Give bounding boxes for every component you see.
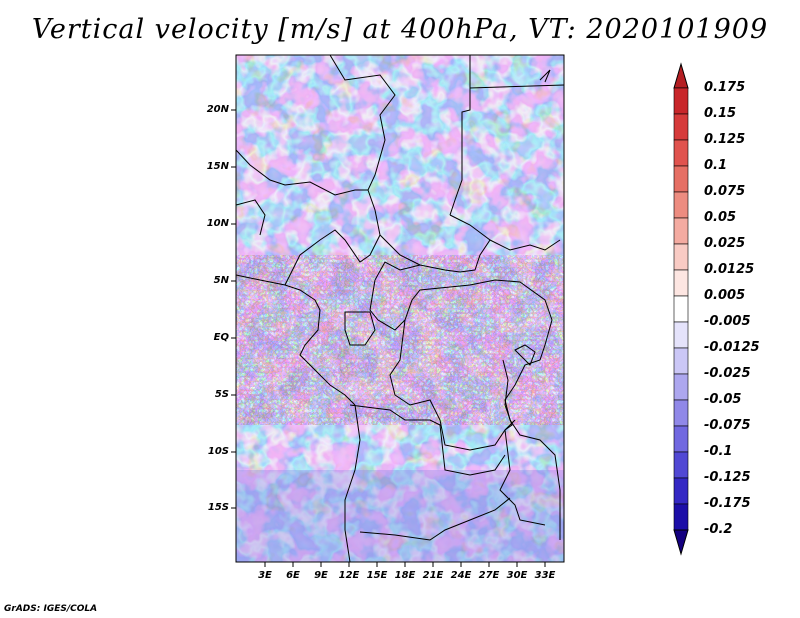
lat-label: 20N <box>206 104 229 115</box>
colorbar-label: -0.125 <box>704 470 751 485</box>
country-borders <box>236 55 564 562</box>
colorbar <box>673 62 689 556</box>
colorbar-bin <box>673 269 689 297</box>
colorbar-bin <box>673 477 689 505</box>
lat-label: 15S <box>207 502 229 513</box>
colorbar-bin <box>673 451 689 479</box>
colorbar-label: 0.1 <box>704 158 728 173</box>
colorbar-bin <box>673 243 689 271</box>
lat-label: 5N <box>213 275 229 286</box>
lat-label: 5S <box>214 389 229 400</box>
map-field <box>236 55 564 562</box>
colorbar-label: 0.175 <box>704 80 746 95</box>
colorbar-bin <box>673 295 689 323</box>
colorbar-bin <box>673 165 689 193</box>
colorbar-label: -0.05 <box>704 392 742 407</box>
colorbar-label: 0.15 <box>704 106 737 121</box>
colorbar-bin <box>673 399 689 427</box>
lon-label: 3E <box>258 570 272 581</box>
axis-ticks <box>231 109 546 567</box>
colorbar-bin <box>673 425 689 453</box>
colorbar-max-arrow <box>673 62 689 89</box>
colorbar-label: -0.2 <box>704 522 733 537</box>
lon-label: 24E <box>450 570 472 581</box>
colorbar-label: -0.1 <box>704 444 733 459</box>
map-frame <box>235 54 565 563</box>
colorbar-label: -0.0125 <box>704 340 760 355</box>
colorbar-bin <box>673 87 689 115</box>
lat-label: EQ <box>213 332 229 343</box>
colorbar-label: 0.075 <box>704 184 746 199</box>
lat-label: 15N <box>206 161 229 172</box>
lon-label: 33E <box>534 570 556 581</box>
colorbar-label: 0.0125 <box>704 262 755 277</box>
colorbar-bin <box>673 217 689 245</box>
lon-label: 27E <box>478 570 500 581</box>
colorbar-bin <box>673 191 689 219</box>
colorbar-min-arrow <box>673 529 689 556</box>
credit-text: GrADS: IGES/COLA <box>4 604 98 614</box>
colorbar-bin <box>673 347 689 375</box>
colorbar-bin <box>673 321 689 349</box>
colorbar-label: 0.005 <box>704 288 746 303</box>
lat-label: 10S <box>207 446 229 457</box>
colorbar-label: 0.05 <box>704 210 737 225</box>
colorbar-label: 0.025 <box>704 236 746 251</box>
colorbar-bin <box>673 503 689 531</box>
lon-label: 30E <box>506 570 528 581</box>
lon-label: 12E <box>338 570 360 581</box>
lon-label: 9E <box>314 570 328 581</box>
lon-label: 18E <box>394 570 416 581</box>
colorbar-bin <box>673 373 689 401</box>
colorbar-bin <box>673 113 689 141</box>
lon-label: 6E <box>286 570 300 581</box>
colorbar-label: -0.175 <box>704 496 751 511</box>
map-title: Vertical velocity [m/s] at 400hPa, VT: 2… <box>31 14 769 45</box>
colorbar-bin <box>673 139 689 167</box>
lon-label: 21E <box>422 570 444 581</box>
colorbar-label: 0.125 <box>704 132 746 147</box>
colorbar-label: -0.025 <box>704 366 751 381</box>
colorbar-label: -0.005 <box>704 314 751 329</box>
lon-label: 15E <box>366 570 388 581</box>
colorbar-label: -0.075 <box>704 418 751 433</box>
lat-label: 10N <box>206 218 229 229</box>
